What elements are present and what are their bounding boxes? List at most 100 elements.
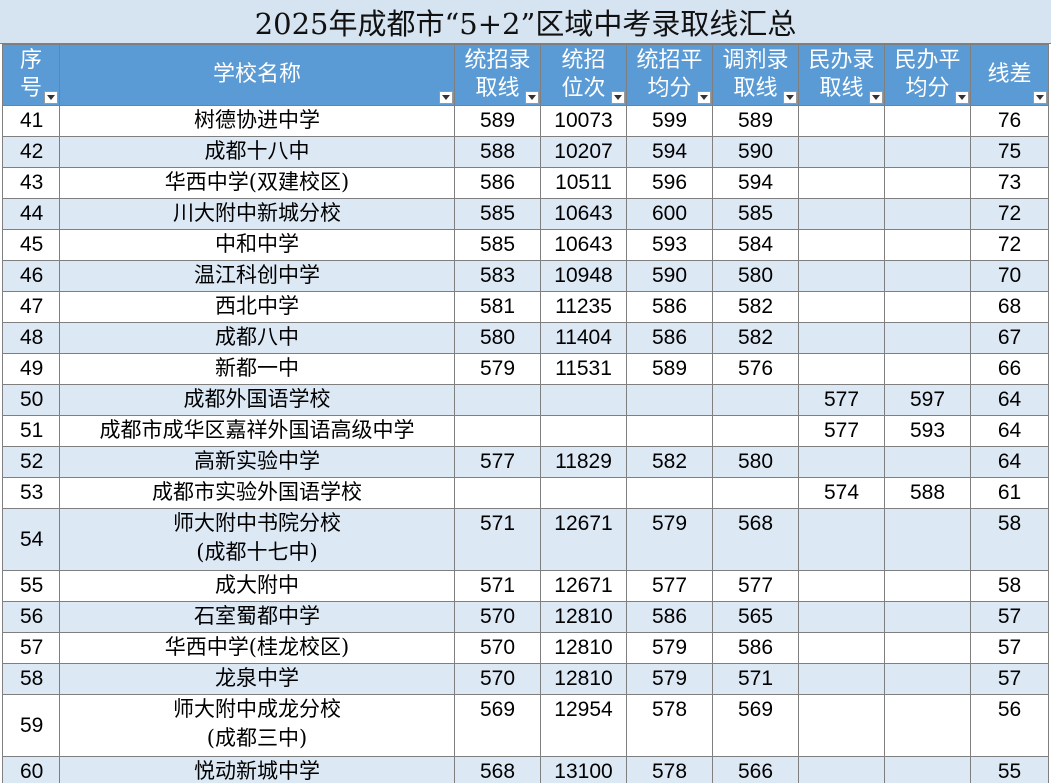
cell-unified-rank[interactable]: 10511 [540, 167, 627, 199]
cell-index[interactable]: 46 [2, 260, 60, 292]
filter-dropdown-icon[interactable] [611, 91, 625, 104]
cell-school-name[interactable]: 成都市实验外国语学校 [59, 477, 455, 509]
cell-adjust-cutoff[interactable]: 571 [712, 663, 799, 695]
cell-private-average[interactable] [884, 353, 971, 385]
cell-index[interactable]: 52 [2, 446, 60, 478]
cell-unified-rank[interactable]: 10948 [540, 260, 627, 292]
cell-school-name[interactable]: 师大附中成龙分校 (成都三中) [59, 694, 455, 757]
cell-unified-cutoff[interactable]: 569 [454, 694, 541, 757]
filter-dropdown-icon[interactable] [869, 91, 883, 104]
cell-index[interactable]: 53 [2, 477, 60, 509]
cell-unified-average[interactable]: 599 [626, 105, 713, 137]
cell-adjust-cutoff[interactable] [712, 415, 799, 447]
cell-line-difference[interactable]: 64 [970, 415, 1049, 447]
cell-line-difference[interactable]: 64 [970, 384, 1049, 416]
cell-line-difference[interactable]: 57 [970, 632, 1049, 664]
cell-school-name[interactable]: 高新实验中学 [59, 446, 455, 478]
cell-unified-average[interactable]: 586 [626, 322, 713, 354]
cell-unified-average[interactable]: 582 [626, 446, 713, 478]
cell-school-name[interactable]: 树德协进中学 [59, 105, 455, 137]
cell-line-difference[interactable]: 75 [970, 136, 1049, 168]
cell-index[interactable]: 43 [2, 167, 60, 199]
cell-school-name[interactable]: 成都十八中 [59, 136, 455, 168]
cell-adjust-cutoff[interactable]: 586 [712, 632, 799, 664]
cell-private-cutoff[interactable]: 577 [798, 384, 885, 416]
cell-school-name[interactable]: 华西中学(双建校区) [59, 167, 455, 199]
cell-private-average[interactable] [884, 136, 971, 168]
cell-unified-average[interactable]: 590 [626, 260, 713, 292]
header-unified-average[interactable]: 统招平均分 [626, 44, 713, 106]
cell-adjust-cutoff[interactable]: 582 [712, 291, 799, 323]
cell-unified-cutoff[interactable]: 589 [454, 105, 541, 137]
filter-dropdown-icon[interactable] [439, 91, 453, 104]
filter-dropdown-icon[interactable] [44, 91, 58, 104]
cell-index[interactable]: 58 [2, 663, 60, 695]
cell-line-difference[interactable]: 76 [970, 105, 1049, 137]
cell-index[interactable]: 41 [2, 105, 60, 137]
cell-unified-average[interactable]: 600 [626, 198, 713, 230]
cell-unified-rank[interactable]: 11235 [540, 291, 627, 323]
cell-private-average[interactable] [884, 570, 971, 602]
cell-adjust-cutoff[interactable]: 576 [712, 353, 799, 385]
cell-private-cutoff[interactable] [798, 663, 885, 695]
cell-adjust-cutoff[interactable]: 585 [712, 198, 799, 230]
cell-unified-average[interactable]: 586 [626, 291, 713, 323]
cell-private-average[interactable] [884, 601, 971, 633]
cell-unified-rank[interactable]: 12810 [540, 663, 627, 695]
cell-index[interactable]: 51 [2, 415, 60, 447]
cell-index[interactable]: 44 [2, 198, 60, 230]
cell-private-cutoff[interactable] [798, 291, 885, 323]
cell-unified-average[interactable] [626, 384, 713, 416]
cell-private-average[interactable]: 588 [884, 477, 971, 509]
cell-index[interactable]: 47 [2, 291, 60, 323]
cell-private-cutoff[interactable] [798, 105, 885, 137]
cell-adjust-cutoff[interactable]: 582 [712, 322, 799, 354]
cell-line-difference[interactable]: 58 [970, 570, 1049, 602]
header-index[interactable]: 序号 [2, 44, 60, 106]
cell-line-difference[interactable]: 67 [970, 322, 1049, 354]
cell-private-average[interactable] [884, 632, 971, 664]
cell-unified-cutoff[interactable]: 583 [454, 260, 541, 292]
cell-unified-average[interactable]: 596 [626, 167, 713, 199]
cell-index[interactable]: 59 [2, 694, 60, 757]
cell-line-difference[interactable]: 70 [970, 260, 1049, 292]
cell-line-difference[interactable]: 73 [970, 167, 1049, 199]
cell-unified-average[interactable] [626, 415, 713, 447]
cell-private-cutoff[interactable]: 577 [798, 415, 885, 447]
cell-private-cutoff[interactable] [798, 601, 885, 633]
cell-line-difference[interactable]: 64 [970, 446, 1049, 478]
header-line-difference[interactable]: 线差 [970, 44, 1049, 106]
cell-school-name[interactable]: 温江科创中学 [59, 260, 455, 292]
cell-unified-cutoff[interactable] [454, 384, 541, 416]
cell-unified-rank[interactable]: 10073 [540, 105, 627, 137]
cell-unified-rank[interactable] [540, 384, 627, 416]
cell-private-cutoff[interactable] [798, 198, 885, 230]
cell-unified-cutoff[interactable]: 570 [454, 663, 541, 695]
cell-private-average[interactable]: 593 [884, 415, 971, 447]
cell-unified-cutoff[interactable]: 581 [454, 291, 541, 323]
cell-index[interactable]: 45 [2, 229, 60, 261]
cell-unified-cutoff[interactable]: 585 [454, 229, 541, 261]
cell-unified-average[interactable] [626, 477, 713, 509]
cell-school-name[interactable]: 龙泉中学 [59, 663, 455, 695]
cell-unified-cutoff[interactable] [454, 477, 541, 509]
cell-unified-rank[interactable]: 12810 [540, 632, 627, 664]
cell-private-cutoff[interactable] [798, 167, 885, 199]
cell-adjust-cutoff[interactable]: 566 [712, 756, 799, 783]
cell-private-cutoff[interactable] [798, 260, 885, 292]
cell-school-name[interactable]: 川大附中新城分校 [59, 198, 455, 230]
cell-private-cutoff[interactable] [798, 756, 885, 783]
cell-private-average[interactable] [884, 105, 971, 137]
cell-private-cutoff[interactable] [798, 508, 885, 571]
header-private-average[interactable]: 民办平均分 [884, 44, 971, 106]
cell-unified-average[interactable]: 579 [626, 632, 713, 664]
cell-line-difference[interactable]: 56 [970, 694, 1049, 757]
cell-line-difference[interactable]: 57 [970, 663, 1049, 695]
cell-private-cutoff[interactable] [798, 570, 885, 602]
cell-unified-rank[interactable]: 10207 [540, 136, 627, 168]
cell-unified-rank[interactable]: 11404 [540, 322, 627, 354]
cell-index[interactable]: 60 [2, 756, 60, 783]
cell-private-cutoff[interactable] [798, 229, 885, 261]
cell-unified-rank[interactable]: 10643 [540, 229, 627, 261]
cell-adjust-cutoff[interactable]: 590 [712, 136, 799, 168]
